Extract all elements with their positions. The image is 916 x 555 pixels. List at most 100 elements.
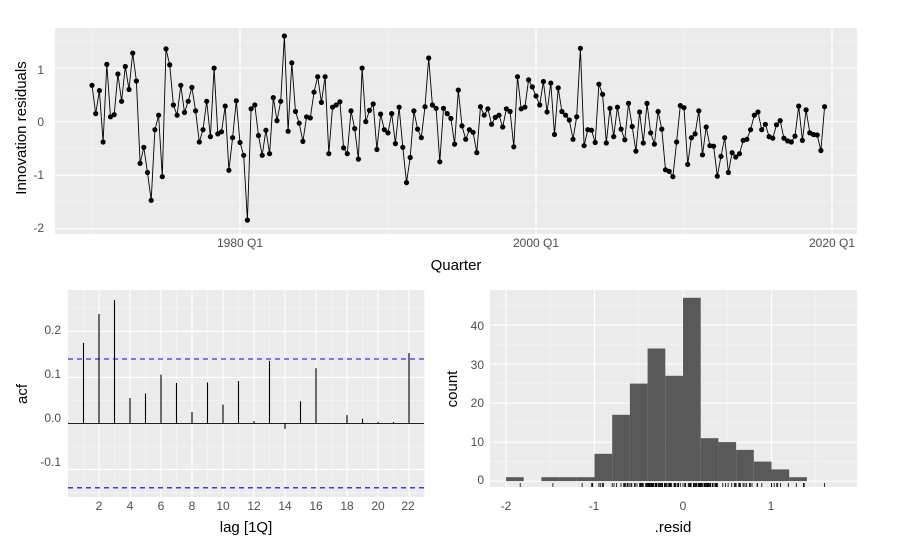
residual-point xyxy=(337,99,343,105)
residual-point xyxy=(152,127,158,133)
residuals-time-plot: -2 -1 0 1 1980 Q1 2000 Q1 2020 Q1 Quarte… xyxy=(13,28,857,274)
histogram-bar xyxy=(683,297,701,482)
residual-point xyxy=(403,180,410,186)
y-axis-ticks: 0 10 20 30 40 xyxy=(471,319,485,487)
residual-point xyxy=(755,109,761,115)
residual-point xyxy=(285,128,291,134)
residual-point xyxy=(674,139,680,145)
residual-point xyxy=(178,82,184,88)
residual-point xyxy=(422,104,428,110)
residual-point xyxy=(141,144,147,150)
y-axis-title: acf xyxy=(14,383,31,404)
residual-point xyxy=(274,118,280,124)
residual-point xyxy=(773,122,780,128)
residual-point xyxy=(711,143,717,149)
residual-point xyxy=(607,105,613,111)
residual-point xyxy=(189,84,195,90)
residual-point xyxy=(670,174,676,180)
residual-point xyxy=(267,151,273,157)
residual-point xyxy=(278,98,284,104)
residual-point xyxy=(500,124,506,130)
residual-point xyxy=(688,135,695,141)
residual-point xyxy=(252,102,258,108)
histogram-bar xyxy=(647,348,666,482)
residual-point xyxy=(496,112,502,118)
residual-series xyxy=(89,33,828,223)
residual-point xyxy=(733,154,739,160)
histogram-bar xyxy=(718,442,737,482)
residual-point xyxy=(644,100,650,106)
residual-point xyxy=(359,65,365,71)
residual-point xyxy=(226,167,232,173)
residual-point xyxy=(603,140,609,146)
y-tick-label: 10 xyxy=(471,435,485,449)
residual-point xyxy=(196,139,202,145)
histogram-bar xyxy=(753,461,772,482)
residual-point xyxy=(759,127,765,133)
residual-point xyxy=(581,143,587,149)
x-tick-label: 2 xyxy=(96,499,103,513)
x-tick-label: 18 xyxy=(340,499,354,513)
residual-point xyxy=(444,111,450,117)
histogram-bars xyxy=(506,297,807,482)
residual-point xyxy=(455,87,461,93)
residual-point xyxy=(241,152,247,158)
gridlines xyxy=(55,28,857,234)
residual-point xyxy=(341,145,347,151)
residual-point xyxy=(389,111,395,117)
residual-point xyxy=(696,108,702,114)
y-tick-label: 40 xyxy=(471,319,485,333)
residual-point xyxy=(374,146,380,153)
residual-point xyxy=(729,150,735,156)
residual-point xyxy=(378,111,384,117)
residual-point xyxy=(725,169,732,176)
residual-point xyxy=(89,82,95,88)
residual-point xyxy=(803,107,809,113)
residual-point xyxy=(537,102,543,108)
residual-point xyxy=(167,62,173,68)
x-axis-title: .resid xyxy=(655,519,692,536)
residual-point xyxy=(714,173,720,179)
residual-point xyxy=(181,109,188,116)
y-tick-label: 0.2 xyxy=(44,323,61,337)
y-axis-ticks: -2 -1 0 1 xyxy=(33,63,44,235)
residual-point xyxy=(722,135,728,141)
residual-point xyxy=(514,74,521,80)
residual-point xyxy=(381,127,387,133)
x-tick-label: 16 xyxy=(309,499,323,513)
residual-point xyxy=(744,136,750,142)
residual-point xyxy=(736,151,743,157)
histogram-bar xyxy=(789,477,807,482)
x-axis-title: lag [1Q] xyxy=(220,519,273,536)
residual-point xyxy=(548,80,554,86)
residual-point xyxy=(370,101,376,107)
residual-point xyxy=(770,135,776,141)
residual-point xyxy=(466,127,472,133)
y-tick-label: -1 xyxy=(33,168,44,182)
residual-point xyxy=(470,129,476,135)
residual-point xyxy=(248,106,254,112)
residual-point xyxy=(318,99,324,105)
y-tick-label: 0 xyxy=(477,473,484,487)
x-tick-label: 1 xyxy=(768,499,775,513)
residual-point xyxy=(699,152,706,158)
residual-point xyxy=(748,127,754,133)
y-tick-label: 30 xyxy=(471,358,485,372)
residual-point xyxy=(137,160,143,166)
residual-histogram: 0 10 20 30 40 -2 -1 0 1 .resid count xyxy=(444,290,857,536)
residual-point xyxy=(426,55,432,61)
residual-point xyxy=(93,111,99,117)
x-tick-label: -1 xyxy=(589,499,600,513)
residual-point xyxy=(792,133,798,139)
residual-point xyxy=(799,137,806,143)
residual-point xyxy=(611,134,617,140)
histogram-bar xyxy=(700,438,719,482)
residual-point xyxy=(200,127,206,133)
residual-point xyxy=(244,217,250,223)
residual-point xyxy=(463,136,469,142)
histogram-bar xyxy=(629,383,648,482)
residual-point xyxy=(122,63,128,70)
residual-point xyxy=(481,112,487,118)
x-tick-label: 10 xyxy=(216,499,230,513)
residual-point xyxy=(348,108,354,114)
